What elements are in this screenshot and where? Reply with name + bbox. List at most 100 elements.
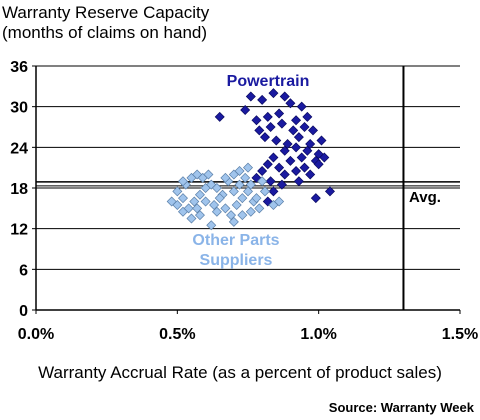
y-tick-label: 24 xyxy=(10,140,28,157)
powertrain-point xyxy=(305,169,316,180)
annotations: Powertrain Other Parts Suppliers Avg. xyxy=(192,73,441,269)
x-tick-label: 0.5% xyxy=(159,326,195,343)
other-parts-point xyxy=(245,179,256,190)
powertrain-point xyxy=(268,88,279,99)
x-tick-label: 1.0% xyxy=(300,326,336,343)
other-parts-point xyxy=(257,176,268,187)
other-parts-point xyxy=(234,166,245,177)
other-parts-point xyxy=(240,172,251,183)
annotation-powertrain: Powertrain xyxy=(227,73,310,90)
powertrain-point xyxy=(257,94,268,105)
other-parts-point xyxy=(251,193,262,204)
powertrain-point xyxy=(302,145,313,156)
other-parts-point xyxy=(274,196,285,207)
series-other-parts-suppliers xyxy=(166,162,285,231)
other-parts-point xyxy=(220,203,231,214)
powertrain-point xyxy=(282,138,293,149)
other-parts-point xyxy=(254,203,265,214)
y-tick-label: 6 xyxy=(19,262,28,279)
powertrain-point xyxy=(262,159,273,170)
other-parts-point xyxy=(243,186,253,197)
source-credit: Source: Warranty Week xyxy=(328,400,474,415)
powertrain-point xyxy=(279,169,290,180)
powertrain-point xyxy=(296,101,307,112)
other-parts-point xyxy=(206,220,217,231)
powertrain-point xyxy=(313,159,324,170)
annotation-other-parts: Other Parts xyxy=(192,232,279,249)
data-points xyxy=(166,88,335,231)
other-parts-point xyxy=(194,210,205,221)
powertrain-point xyxy=(274,162,285,173)
other-parts-point xyxy=(237,193,248,204)
powertrain-point xyxy=(291,166,302,177)
other-parts-point xyxy=(243,162,253,173)
other-parts-point xyxy=(192,203,203,214)
other-parts-point xyxy=(209,199,220,210)
powertrain-point xyxy=(268,152,279,163)
y-tick-label: 30 xyxy=(10,100,28,117)
powertrain-point xyxy=(276,179,287,190)
other-parts-point xyxy=(259,186,270,197)
powertrain-point xyxy=(296,152,307,163)
chart-subtitle: (months of claims on hand) xyxy=(2,23,208,42)
average-label: Avg. xyxy=(409,189,441,206)
powertrain-point xyxy=(268,186,279,197)
powertrain-point xyxy=(251,115,262,126)
chart-title: Warranty Reserve Capacity xyxy=(2,3,210,22)
powertrain-point xyxy=(291,115,302,126)
powertrain-point xyxy=(310,193,321,204)
other-parts-point xyxy=(228,186,239,197)
powertrain-point xyxy=(293,176,304,187)
x-tick-label: 0.0% xyxy=(18,326,54,343)
other-parts-point xyxy=(231,199,242,210)
powertrain-point xyxy=(285,98,296,109)
other-parts-point xyxy=(172,186,183,197)
y-tick-label: 36 xyxy=(10,59,28,76)
tick-labels: 0 6 12 18 24 30 36 0.0% 0.5% 1.0% 1.5% xyxy=(10,59,478,343)
powertrain-point xyxy=(299,122,310,132)
other-parts-point xyxy=(211,183,222,193)
powertrain-point xyxy=(240,105,251,116)
other-parts-point xyxy=(177,176,188,187)
powertrain-point xyxy=(274,108,285,119)
x-axis-title: Warranty Accrual Rate (as a percent of p… xyxy=(38,363,442,382)
other-parts-point xyxy=(194,189,205,200)
powertrain-point xyxy=(262,111,273,122)
powertrain-point xyxy=(279,145,290,156)
other-parts-point xyxy=(189,196,200,207)
powertrain-point xyxy=(308,125,319,136)
x-tick-label: 1.5% xyxy=(442,326,478,343)
grid-lines xyxy=(36,65,460,270)
powertrain-point xyxy=(319,152,330,163)
other-parts-point xyxy=(220,172,231,183)
powertrain-point xyxy=(288,125,299,136)
other-parts-point xyxy=(186,213,197,224)
y-tick-label: 18 xyxy=(10,181,28,198)
powertrain-point xyxy=(245,91,256,102)
powertrain-point xyxy=(324,186,335,197)
powertrain-point xyxy=(293,132,304,143)
powertrain-point xyxy=(254,125,265,136)
powertrain-point xyxy=(316,135,327,146)
powertrain-point xyxy=(257,166,268,177)
other-parts-point xyxy=(228,216,239,227)
powertrain-point xyxy=(265,176,276,187)
powertrain-point xyxy=(276,118,287,129)
other-parts-point xyxy=(214,193,225,204)
powertrain-point xyxy=(271,135,282,146)
powertrain-point xyxy=(214,111,225,122)
powertrain-point xyxy=(305,138,316,149)
other-parts-point xyxy=(226,210,237,221)
powertrain-point xyxy=(265,122,276,132)
powertrain-point xyxy=(291,142,302,153)
y-tick-label: 12 xyxy=(10,222,28,239)
powertrain-point xyxy=(279,91,290,102)
powertrain-point xyxy=(285,155,296,166)
powertrain-point xyxy=(302,111,313,122)
other-parts-point xyxy=(237,210,248,221)
axes xyxy=(32,65,461,314)
other-parts-point xyxy=(203,169,214,180)
other-parts-point xyxy=(177,193,188,204)
other-parts-point xyxy=(211,206,222,217)
